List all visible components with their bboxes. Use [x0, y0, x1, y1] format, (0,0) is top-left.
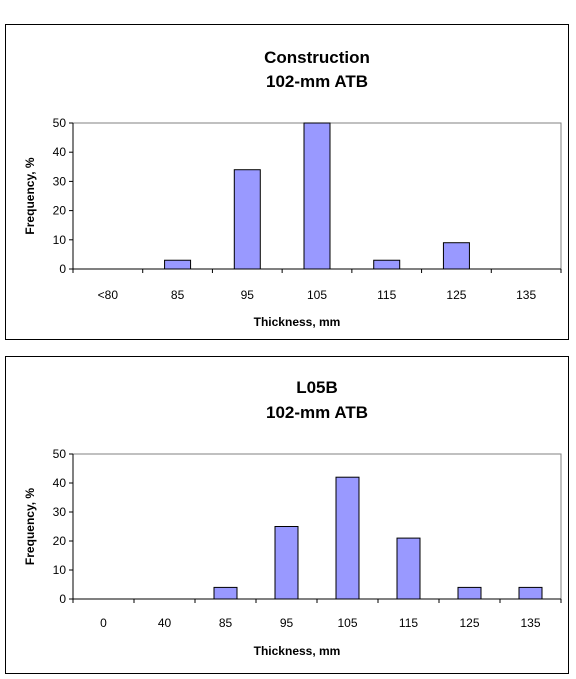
y-tick-label: 10	[53, 233, 67, 247]
chart-panel-construction: Construction 102-mm ATB 0 10 20 30 40 50 <80 85 95…	[5, 24, 569, 340]
y-axis-title: Frequency, %	[23, 157, 37, 234]
y-tick-label: 30	[53, 174, 67, 188]
bar-85	[213, 586, 238, 600]
chart-l05b: L05B 102-mm ATB 0 10 20 30 40 50 0 40 85 95 105 115 12…	[23, 378, 562, 658]
chart-panel-l05b: L05B 102-mm ATB 0 10 20 30 40 50 0 40 85 95 105 115 12…	[5, 356, 569, 674]
x-tick-label: 85	[171, 288, 185, 302]
x-tick-label: 115	[377, 288, 396, 302]
x-tick-label: 0	[100, 616, 107, 630]
y-tick-label: 50	[53, 447, 67, 461]
x-tick-label: 40	[158, 616, 172, 630]
y-tick-label: 30	[53, 505, 67, 519]
x-tick-label: 135	[520, 616, 540, 630]
bar-125	[457, 586, 482, 600]
x-tick-label: 115	[399, 616, 418, 630]
y-tick-label: 0	[59, 262, 66, 276]
y-tick-label: 0	[59, 592, 66, 606]
y-tick-label: 20	[53, 204, 67, 218]
chart-title-line-2: 102-mm ATB	[266, 72, 368, 91]
chart-title-line-1: L05B	[296, 378, 338, 397]
x-tick-label: 105	[337, 616, 357, 630]
bar-95	[274, 526, 299, 600]
y-tick-label: 50	[53, 116, 67, 130]
x-tick-label: 95	[280, 616, 294, 630]
y-tick-label: 10	[53, 563, 67, 577]
x-tick-label: 125	[446, 288, 466, 302]
bar-115	[373, 259, 401, 270]
x-tick-label: <80	[98, 288, 119, 302]
x-tick-label: 95	[241, 288, 255, 302]
x-tick-label: 105	[307, 288, 327, 302]
y-tick-label: 40	[53, 476, 67, 490]
x-tick-label: 135	[516, 288, 536, 302]
bar-125	[442, 242, 470, 270]
x-axis-title: Thickness, mm	[254, 644, 341, 658]
x-axis-title: Thickness, mm	[254, 315, 341, 329]
bar-135	[518, 586, 543, 600]
bar-95	[233, 169, 261, 270]
y-axis-title: Frequency, %	[23, 488, 37, 565]
chart-title-line-2: 102-mm ATB	[266, 403, 368, 422]
bar-105	[303, 122, 331, 270]
chart-title-line-1: Construction	[264, 48, 370, 67]
y-tick-label: 20	[53, 534, 67, 548]
bar-85	[164, 259, 192, 270]
chart-construction: Construction 102-mm ATB 0 10 20 30 40 50 <80 85 95…	[23, 48, 562, 329]
x-tick-label: 125	[459, 616, 479, 630]
y-tick-label: 40	[53, 145, 67, 159]
bar-115	[396, 537, 421, 600]
x-tick-label: 85	[219, 616, 233, 630]
plot-area	[72, 453, 562, 600]
bar-105	[335, 476, 360, 600]
